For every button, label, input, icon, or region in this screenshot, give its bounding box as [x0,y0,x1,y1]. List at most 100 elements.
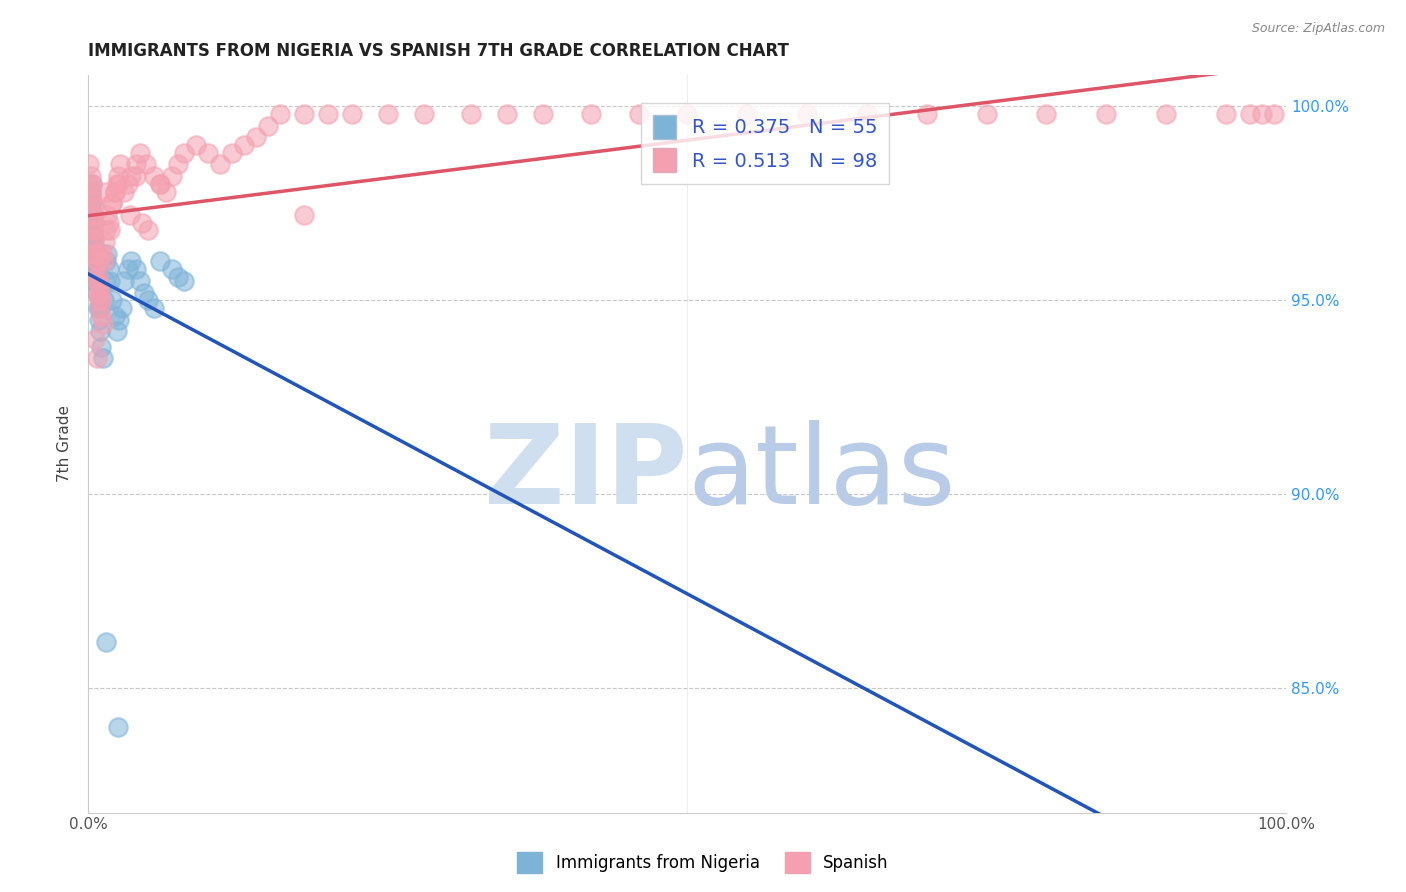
Point [87,274,110,288]
Point [86,274,108,288]
Point [79,177,101,191]
Point [87,312,110,326]
Point [84,243,107,257]
Point [80,216,103,230]
Point [149,254,172,268]
Point [86,262,108,277]
Point [87,270,110,285]
Point [735,107,758,121]
Point [87,277,110,292]
Point [117,262,139,277]
Point [110,157,132,171]
Point [135,157,157,171]
Point [84,262,107,277]
Point [80,193,103,207]
Point [915,107,938,121]
Point [340,107,363,121]
Point [128,145,150,160]
Point [79,157,101,171]
Point [82,208,104,222]
Legend: R = 0.375   N = 55, R = 0.513   N = 98: R = 0.375 N = 55, R = 0.513 N = 98 [641,103,889,184]
Point [80,177,103,191]
Point [173,274,195,288]
Point [128,274,150,288]
Point [184,138,207,153]
Point [208,157,231,171]
Point [976,107,998,121]
Point [90,293,112,308]
Point [84,332,107,346]
Point [101,196,124,211]
Point [131,216,153,230]
Point [120,208,142,222]
Point [83,246,105,260]
Point [79,262,101,277]
Point [93,254,115,268]
Point [83,246,105,260]
Point [149,177,172,191]
Point [89,301,111,315]
Point [79,254,101,268]
Point [155,185,177,199]
Point [80,223,103,237]
Point [316,107,339,121]
Point [496,107,519,121]
Point [125,157,148,171]
Point [80,196,103,211]
Point [89,324,111,338]
Point [628,107,651,121]
Point [96,208,118,222]
Point [91,246,114,260]
Point [94,185,117,199]
Point [107,169,129,183]
Point [91,317,114,331]
Point [107,177,129,191]
Point [94,254,117,268]
Point [1035,107,1057,121]
Point [82,254,104,268]
Point [87,254,110,268]
Point [1239,107,1261,121]
Point [94,274,117,288]
Point [412,107,434,121]
Point [167,270,190,285]
Point [460,107,482,121]
Point [111,301,134,315]
Point [143,301,166,315]
Point [107,720,129,734]
Point [1251,107,1274,121]
Point [143,169,166,183]
Point [87,285,110,300]
Point [167,157,190,171]
Point [86,351,108,366]
Point [1154,107,1177,121]
Point [82,235,104,249]
Point [80,235,103,249]
Point [90,309,112,323]
Point [83,216,105,230]
Point [82,223,104,237]
Point [89,285,111,300]
Point [112,274,135,288]
Point [80,177,103,191]
Point [90,340,112,354]
Point [125,262,148,277]
Point [93,293,115,308]
Text: ZIP: ZIP [484,420,688,527]
Point [86,285,108,300]
Point [83,262,105,277]
Point [160,262,183,277]
Point [97,262,120,277]
Point [120,254,142,268]
Y-axis label: 7th Grade: 7th Grade [58,405,72,483]
Point [94,235,117,249]
Point [112,185,135,199]
Point [173,145,195,160]
Point [84,254,107,268]
Point [79,196,101,211]
Point [1215,107,1237,121]
Point [103,185,125,199]
Point [79,185,101,199]
Point [108,312,131,326]
Point [82,243,104,257]
